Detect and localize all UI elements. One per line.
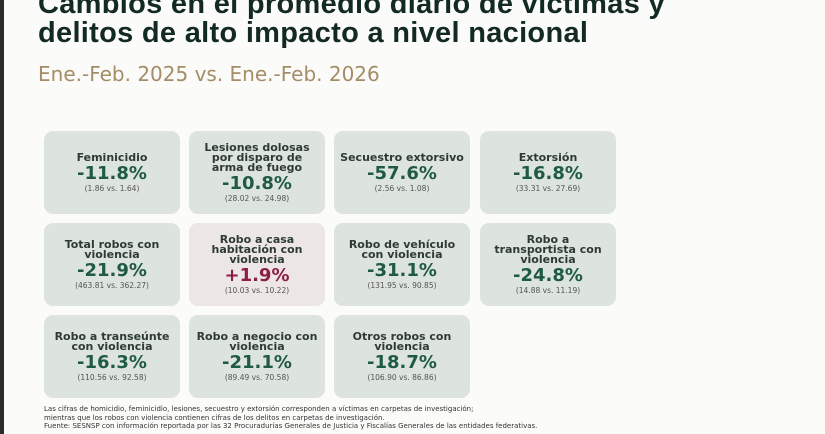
footnote: Las cifras de homicidio, feminicidio, le… <box>44 405 474 413</box>
card-change: -24.8% <box>513 264 583 286</box>
title-line-1: Cambios en el promedio diario de víctima… <box>38 0 665 20</box>
footnotes: Las cifras de homicidio, feminicidio, le… <box>44 405 537 431</box>
card-change: -11.8% <box>77 162 147 184</box>
stat-card: Robo a transeúnte con violencia -16.3% (… <box>44 315 180 398</box>
stat-card: Secuestro extorsivo -57.6% (2.56 vs. 1.0… <box>334 131 470 214</box>
page-title: Cambios en el promedio diario de víctima… <box>38 0 665 48</box>
period-subtitle: Ene.-Feb. 2025 vs. Ene.-Feb. 2026 <box>38 62 380 86</box>
stat-card: Extorsión -16.8% (33.31 vs. 27.69) <box>480 131 616 214</box>
card-label: Otros robos con violencia <box>352 329 452 353</box>
card-change: -57.6% <box>367 162 437 184</box>
card-comparison: (89.49 vs. 70.58) <box>224 372 290 382</box>
card-comparison: (1.86 vs. 1.64) <box>84 183 140 193</box>
card-label: Extorsión <box>518 150 578 164</box>
card-comparison: (463.81 vs. 362.27) <box>75 280 149 290</box>
card-change: -21.9% <box>77 259 147 281</box>
stat-card: Otros robos con violencia -18.7% (106.90… <box>334 315 470 398</box>
card-comparison: (10.03 vs. 10.22) <box>224 285 290 295</box>
card-label: Robo de vehículo con violencia <box>348 237 456 261</box>
card-label: Robo a casa habitación con violencia <box>211 232 303 266</box>
card-change: -10.8% <box>222 172 292 194</box>
card-change: -18.7% <box>367 351 437 373</box>
card-comparison: (131.95 vs. 90.85) <box>367 280 437 290</box>
card-label: Secuestro extorsivo <box>340 150 464 164</box>
stat-card: Robo de vehículo con violencia -31.1% (1… <box>334 223 470 306</box>
card-change: -21.1% <box>222 351 292 373</box>
window-edge <box>0 0 4 434</box>
title-line-2: delitos de alto impacto a nivel nacional <box>38 17 589 49</box>
stat-card: Total robos con violencia -21.9% (463.81… <box>44 223 180 306</box>
card-comparison: (28.02 vs. 24.98) <box>224 193 290 203</box>
card-change: -16.8% <box>513 162 583 184</box>
card-label: Robo a transportista con violencia <box>494 232 602 266</box>
card-change: -31.1% <box>367 259 437 281</box>
card-label: Feminicidio <box>76 150 148 164</box>
stat-card: Robo a transportista con violencia -24.8… <box>480 223 616 306</box>
card-label: Lesiones dolosas por disparo de arma de … <box>204 140 310 174</box>
card-change: -16.3% <box>77 351 147 373</box>
card-label: Robo a transeúnte con violencia <box>54 329 170 353</box>
card-label: Robo a negocio con violencia <box>196 329 318 353</box>
card-comparison: (106.90 vs. 86.86) <box>367 372 437 382</box>
card-change: +1.9% <box>224 264 290 286</box>
card-comparison: (2.56 vs. 1.08) <box>374 183 430 193</box>
stat-card: Robo a casa habitación con violencia +1.… <box>189 223 325 306</box>
card-label: Total robos con violencia <box>64 237 160 261</box>
card-comparison: (14.88 vs. 11.19) <box>515 285 581 295</box>
source-note: Fuente: SESNSP con información reportada… <box>44 422 538 430</box>
footnote: mientras que los robos con violencia con… <box>44 413 385 422</box>
stat-card: Feminicidio -11.8% (1.86 vs. 1.64) <box>44 131 180 214</box>
card-comparison: (33.31 vs. 27.69) <box>515 183 581 193</box>
card-comparison: (110.56 vs. 92.58) <box>77 372 147 382</box>
stat-card: Robo a negocio con violencia -21.1% (89.… <box>189 315 325 398</box>
stat-card: Lesiones dolosas por disparo de arma de … <box>189 131 325 214</box>
